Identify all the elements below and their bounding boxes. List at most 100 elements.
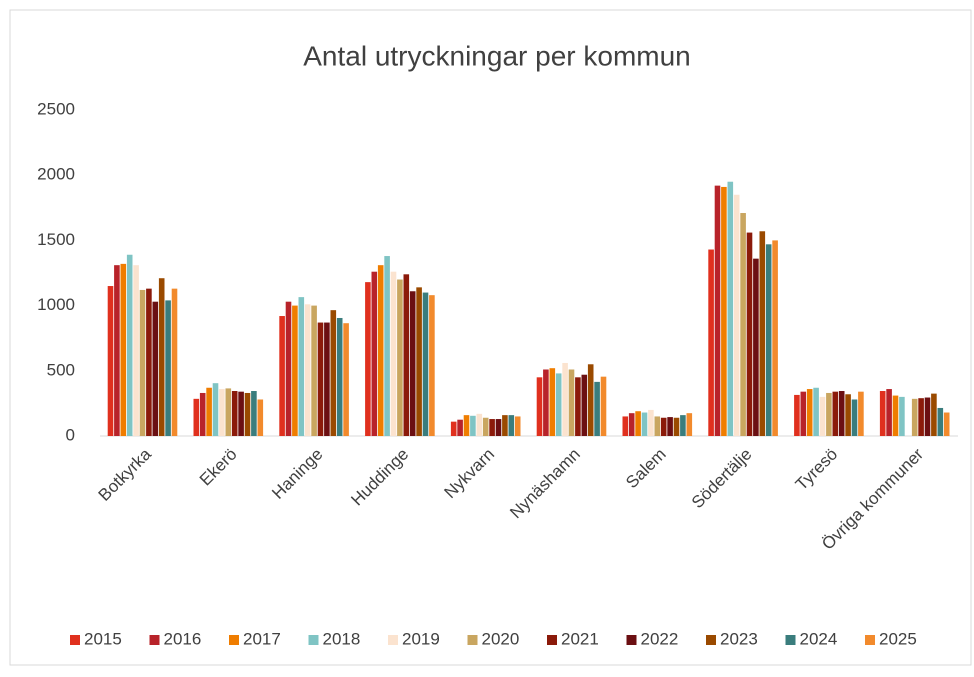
bar bbox=[193, 398, 200, 436]
bar bbox=[304, 304, 311, 436]
bar bbox=[819, 396, 826, 436]
bar bbox=[409, 291, 416, 436]
legend-label: 2023 bbox=[720, 629, 758, 648]
legend-label: 2025 bbox=[879, 629, 917, 648]
bar bbox=[330, 310, 337, 436]
bar bbox=[924, 397, 931, 436]
bar bbox=[397, 279, 403, 436]
legend-swatch bbox=[388, 635, 398, 645]
bar bbox=[772, 240, 778, 436]
bar bbox=[311, 305, 317, 436]
bar bbox=[476, 413, 483, 436]
bar bbox=[543, 369, 549, 436]
bar bbox=[371, 271, 378, 436]
bar bbox=[680, 415, 686, 436]
bar bbox=[482, 417, 489, 436]
bar bbox=[575, 377, 581, 436]
bar bbox=[587, 364, 594, 436]
bar bbox=[943, 412, 950, 436]
bar bbox=[635, 411, 641, 436]
bar bbox=[225, 388, 232, 436]
bar bbox=[495, 419, 502, 436]
bar bbox=[879, 391, 886, 436]
bar bbox=[660, 417, 667, 436]
bar bbox=[165, 300, 171, 436]
bar bbox=[813, 387, 819, 436]
legend-label: 2022 bbox=[641, 629, 679, 648]
legend-label: 2019 bbox=[402, 629, 440, 648]
bar bbox=[285, 301, 292, 436]
bar bbox=[336, 317, 343, 436]
bar bbox=[536, 377, 543, 436]
bar bbox=[886, 389, 892, 436]
y-tick-label: 2000 bbox=[37, 165, 75, 184]
bar bbox=[343, 323, 349, 436]
bar bbox=[937, 407, 944, 436]
bar bbox=[759, 231, 766, 436]
bar bbox=[832, 391, 839, 436]
y-tick-label: 1000 bbox=[37, 295, 75, 314]
bar bbox=[858, 391, 864, 436]
bar bbox=[654, 416, 661, 436]
bar bbox=[450, 421, 457, 436]
bar bbox=[457, 419, 463, 436]
bar bbox=[648, 409, 654, 436]
bar bbox=[581, 374, 588, 436]
bar bbox=[931, 393, 937, 436]
legend-swatch bbox=[70, 635, 80, 645]
bar bbox=[918, 398, 924, 436]
y-tick-label: 0 bbox=[66, 425, 75, 444]
bar bbox=[298, 297, 305, 436]
bar bbox=[667, 417, 673, 436]
bar bbox=[324, 322, 330, 436]
bar bbox=[686, 413, 693, 436]
bar bbox=[317, 322, 324, 436]
bar bbox=[851, 399, 858, 436]
bar bbox=[120, 263, 127, 436]
bar bbox=[422, 292, 429, 436]
legend-swatch bbox=[308, 635, 319, 645]
bar bbox=[146, 288, 152, 436]
legend-swatch bbox=[467, 635, 478, 645]
bar bbox=[600, 376, 607, 436]
bar bbox=[206, 387, 212, 436]
legend-swatch bbox=[229, 635, 239, 645]
bar bbox=[365, 282, 371, 436]
bar bbox=[114, 265, 120, 436]
bar bbox=[251, 391, 257, 436]
bar bbox=[219, 389, 225, 436]
bar bbox=[502, 415, 508, 436]
bar bbox=[292, 305, 298, 436]
bar bbox=[508, 415, 515, 436]
y-tick-label: 2500 bbox=[37, 99, 75, 118]
bar bbox=[555, 373, 562, 436]
legend-label: 2024 bbox=[800, 629, 838, 648]
bar bbox=[463, 415, 470, 436]
bar bbox=[714, 185, 721, 436]
legend-label: 2018 bbox=[323, 629, 361, 648]
bar bbox=[171, 288, 178, 436]
bar bbox=[158, 278, 165, 436]
bar bbox=[568, 369, 575, 436]
legend-swatch bbox=[785, 635, 796, 645]
bar bbox=[489, 419, 495, 436]
bar bbox=[384, 256, 390, 436]
bar bbox=[107, 286, 114, 436]
legend-label: 2015 bbox=[84, 629, 122, 648]
bar bbox=[794, 394, 800, 436]
bar bbox=[562, 362, 568, 436]
legend-label: 2017 bbox=[243, 629, 281, 648]
legend-swatch bbox=[626, 635, 637, 645]
bar bbox=[845, 394, 851, 436]
bar bbox=[740, 213, 746, 436]
legend-swatch bbox=[149, 635, 160, 645]
bar bbox=[826, 392, 832, 436]
bar bbox=[199, 392, 206, 436]
bar bbox=[746, 232, 753, 436]
bar bbox=[673, 417, 680, 436]
bar bbox=[838, 391, 845, 436]
bar bbox=[470, 415, 476, 436]
bar bbox=[416, 287, 422, 436]
bar bbox=[733, 194, 740, 436]
